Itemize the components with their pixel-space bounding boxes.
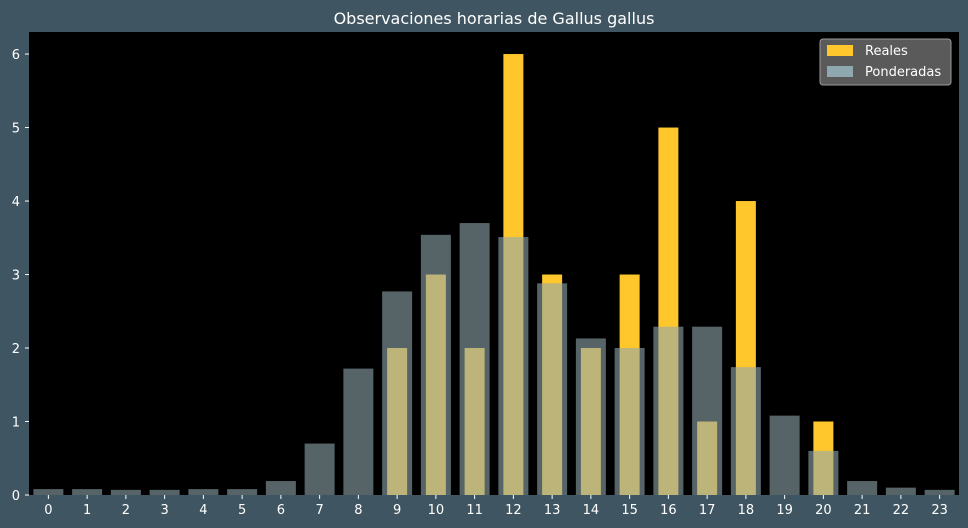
x-tick-label-2: 2	[122, 503, 130, 518]
legend-label-reales: Reales	[865, 44, 908, 59]
y-tick-label-4: 4	[12, 195, 20, 210]
bar-ponderadas-22	[885, 487, 916, 495]
x-tick-label-16: 16	[660, 503, 677, 518]
x-tick-label-18: 18	[738, 503, 755, 518]
y-tick-label-2: 2	[12, 342, 20, 357]
bar-ponderadas-7	[304, 443, 335, 495]
bar-ponderadas-18	[730, 367, 761, 495]
bar-ponderadas-12	[498, 237, 529, 496]
x-tick-label-7: 7	[315, 503, 323, 518]
bar-ponderadas-15	[614, 348, 645, 495]
x-tick-label-22: 22	[893, 503, 910, 518]
x-tick-label-20: 20	[815, 503, 832, 518]
bar-ponderadas-21	[847, 481, 878, 495]
x-tick-label-23: 23	[931, 503, 948, 518]
plot-area	[29, 32, 959, 495]
x-tick-label-12: 12	[505, 503, 522, 518]
bar-ponderadas-10	[420, 234, 451, 496]
x-tick-label-1: 1	[83, 503, 91, 518]
bar-ponderadas-20	[808, 450, 839, 495]
x-tick-label-5: 5	[238, 503, 246, 518]
x-tick-label-21: 21	[854, 503, 871, 518]
bar-ponderadas-8	[343, 368, 374, 495]
x-axis: 0 1 2 3 4 5 6 7 8 9 10 11 12 13 14 15 16 17 18 19 20 21 22 23	[44, 495, 948, 518]
bar-ponderadas-0	[33, 489, 64, 495]
x-tick-label-15: 15	[621, 503, 638, 518]
bar-ponderadas-6	[265, 481, 296, 495]
x-tick-label-19: 19	[776, 503, 793, 518]
bar-ponderadas-11	[459, 223, 490, 496]
x-tick-label-17: 17	[699, 503, 716, 518]
series-ponderadas	[33, 223, 955, 496]
bar-ponderadas-5	[227, 489, 258, 495]
legend-label-ponderadas: Ponderadas	[865, 65, 941, 80]
legend-swatch-reales	[827, 45, 853, 56]
bar-ponderadas-13	[537, 283, 568, 495]
x-tick-label-6: 6	[277, 503, 285, 518]
x-tick-label-8: 8	[354, 503, 362, 518]
x-tick-label-3: 3	[160, 503, 168, 518]
x-tick-label-4: 4	[199, 503, 207, 518]
x-tick-label-10: 10	[428, 503, 445, 518]
y-tick-label-3: 3	[12, 269, 20, 284]
bar-ponderadas-19	[769, 415, 800, 495]
bar-ponderadas-2	[110, 489, 141, 495]
chart-title: Observaciones horarias de Gallus gallus	[334, 9, 655, 28]
bar-ponderadas-3	[149, 489, 180, 495]
y-tick-label-0: 0	[12, 489, 20, 504]
y-tick-label-5: 5	[12, 122, 20, 137]
bar-ponderadas-23	[924, 489, 955, 495]
y-tick-label-6: 6	[12, 48, 20, 63]
bar-ponderadas-14	[575, 338, 606, 495]
y-axis: 0 1 2 3 4 5 6	[12, 48, 29, 504]
bar-ponderadas-4	[188, 489, 219, 495]
x-tick-label-11: 11	[466, 503, 483, 518]
bar-ponderadas-17	[692, 326, 723, 495]
x-tick-label-9: 9	[393, 503, 401, 518]
x-tick-label-14: 14	[583, 503, 600, 518]
y-tick-label-1: 1	[12, 416, 20, 431]
bar-ponderadas-16	[653, 326, 684, 495]
x-tick-label-0: 0	[44, 503, 52, 518]
legend: Reales Ponderadas	[819, 38, 952, 86]
bar-ponderadas-1	[72, 489, 103, 495]
x-tick-label-13: 13	[544, 503, 561, 518]
bar-ponderadas-9	[382, 291, 413, 495]
legend-swatch-ponderadas	[827, 66, 853, 77]
